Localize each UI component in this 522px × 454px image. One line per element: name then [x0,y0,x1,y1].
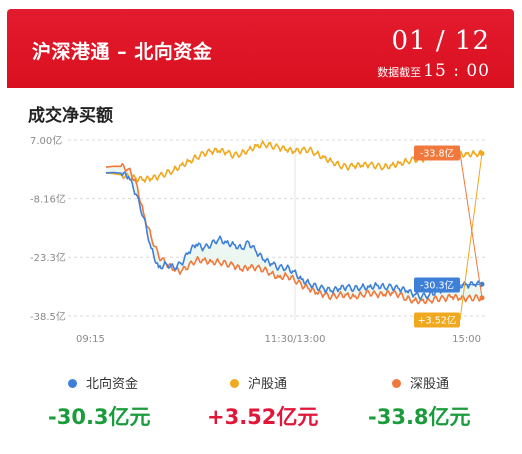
date-label: 01 / 12 [391,26,490,56]
as-of-time: 15 : 00 [423,61,490,81]
end-label-bg-2 [414,145,460,161]
legend-label: 深股通 [410,377,450,392]
legend-dot [230,379,239,388]
legend-item-sz: 深股通 [392,373,449,392]
end-label-connector-2 [459,152,483,298]
series-endpoint-1 [479,150,485,156]
north-sz-area [106,166,482,301]
sz-value: -33.8亿元 [368,405,471,429]
end-label-connector-1 [459,153,483,321]
section-title: 成交净买额 [28,106,113,126]
end-label-bg-1 [414,312,460,328]
north-value: -30.3亿元 [48,405,151,429]
y-tick-label: 7.00亿 [30,134,62,147]
sh-value: +3.52亿元 [207,405,319,429]
page-title: 沪深港通 – 北向资金 [32,41,213,63]
as-of-prefix: 数据截至 [377,66,422,79]
y-tick-label: -23.3亿 [30,251,66,264]
as-of-label: 数据截至 15 : 00 [377,61,490,81]
series-line-2 [105,162,483,305]
legend-label: 沪股通 [248,377,288,392]
y-tick-label: -8.16亿 [30,193,66,206]
end-label-0: -30.3亿 [420,280,454,292]
legend-dot [68,379,77,388]
legend-label: 北向资金 [86,377,139,392]
header-banner: 沪深港通 – 北向资金 01 / 12 数据截至 15 : 00 [7,9,514,88]
series-line-0 [105,171,483,301]
x-tick-label: 11:30/13:00 [264,334,325,345]
end-label-connector-0 [459,283,483,286]
y-tick-label: -38.5亿 [30,310,66,323]
legend-item-north: 北向资金 [68,373,138,392]
end-label-bg-0 [414,277,460,293]
flow-line-chart: 7.00亿 -8.16亿 -23.3亿 -38.5亿 09:15 11:30/13:00 1… [30,134,488,345]
x-tick-label: 09:15 [76,334,105,345]
legend-item-sh: 沪股通 [230,373,287,392]
x-tick-label: 15:00 [452,334,481,345]
end-label-1: +3.52亿 [418,315,457,327]
end-label-2: -33.8亿 [420,148,454,160]
legend-dot [392,379,401,388]
